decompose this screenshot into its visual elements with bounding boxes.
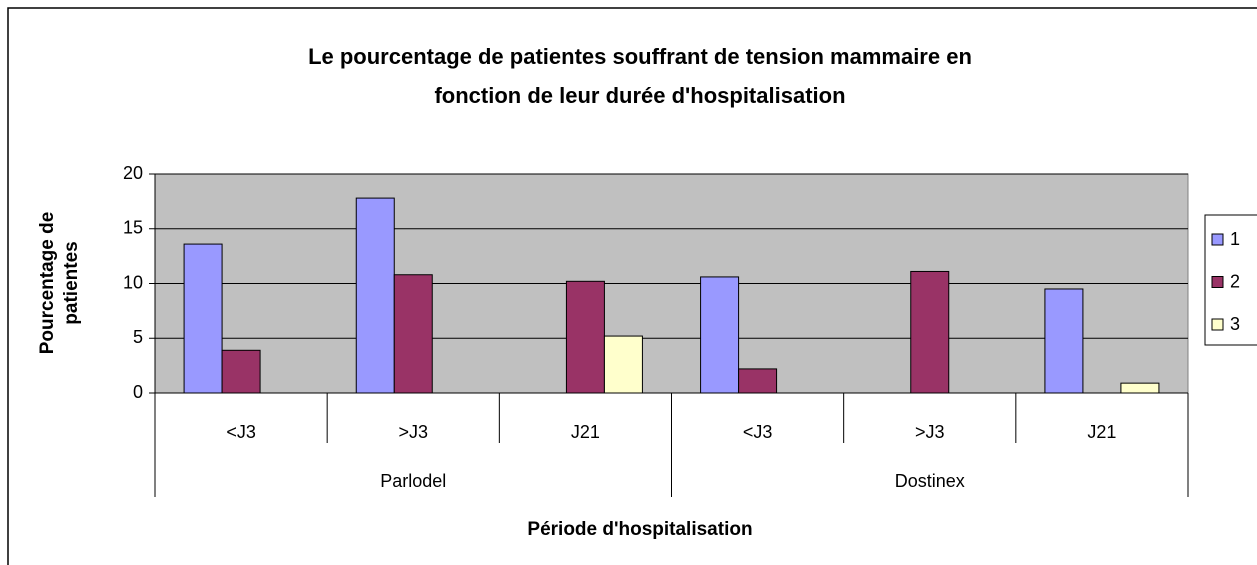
y-tick-label: 20 bbox=[123, 163, 143, 183]
x-tick-label: J21 bbox=[1087, 422, 1116, 442]
group-label: Dostinex bbox=[895, 471, 965, 491]
group-label: Parlodel bbox=[380, 471, 446, 491]
x-tick-label: >J3 bbox=[398, 422, 428, 442]
legend-label: 1 bbox=[1230, 229, 1240, 249]
bar bbox=[603, 335, 643, 394]
x-tick-label: J21 bbox=[571, 422, 600, 442]
y-tick-label: 15 bbox=[123, 218, 143, 238]
y-tick-label: 0 bbox=[133, 382, 143, 402]
bar bbox=[565, 280, 605, 394]
chart-title: fonction de leur durée d'hospitalisation bbox=[434, 83, 845, 108]
bar bbox=[1120, 382, 1160, 394]
y-axis-title: Pourcentage de bbox=[37, 212, 58, 355]
bar bbox=[700, 276, 740, 394]
legend-swatch bbox=[1211, 233, 1224, 246]
bar bbox=[183, 243, 223, 394]
bar bbox=[910, 270, 950, 394]
bar bbox=[221, 349, 261, 394]
legend-swatch bbox=[1211, 276, 1224, 288]
legend-label: 2 bbox=[1230, 271, 1240, 291]
bar bbox=[355, 197, 395, 394]
x-axis-title: Période d'hospitalisation bbox=[527, 519, 752, 540]
bar bbox=[393, 274, 433, 394]
y-tick-label: 5 bbox=[133, 327, 143, 347]
y-tick-label: 10 bbox=[123, 272, 143, 292]
x-tick-label: >J3 bbox=[915, 422, 945, 442]
y-axis-title: patientes bbox=[61, 241, 82, 324]
x-tick-label: <J3 bbox=[743, 422, 773, 442]
legend-swatch bbox=[1211, 318, 1224, 331]
x-tick-label: <J3 bbox=[226, 422, 256, 442]
bar bbox=[1044, 288, 1084, 394]
bar bbox=[738, 368, 778, 394]
legend-label: 3 bbox=[1230, 314, 1240, 334]
y-axis-title-group: Pourcentage de patientes bbox=[37, 212, 82, 355]
chart-title: Le pourcentage de patientes souffrant de… bbox=[308, 44, 972, 69]
